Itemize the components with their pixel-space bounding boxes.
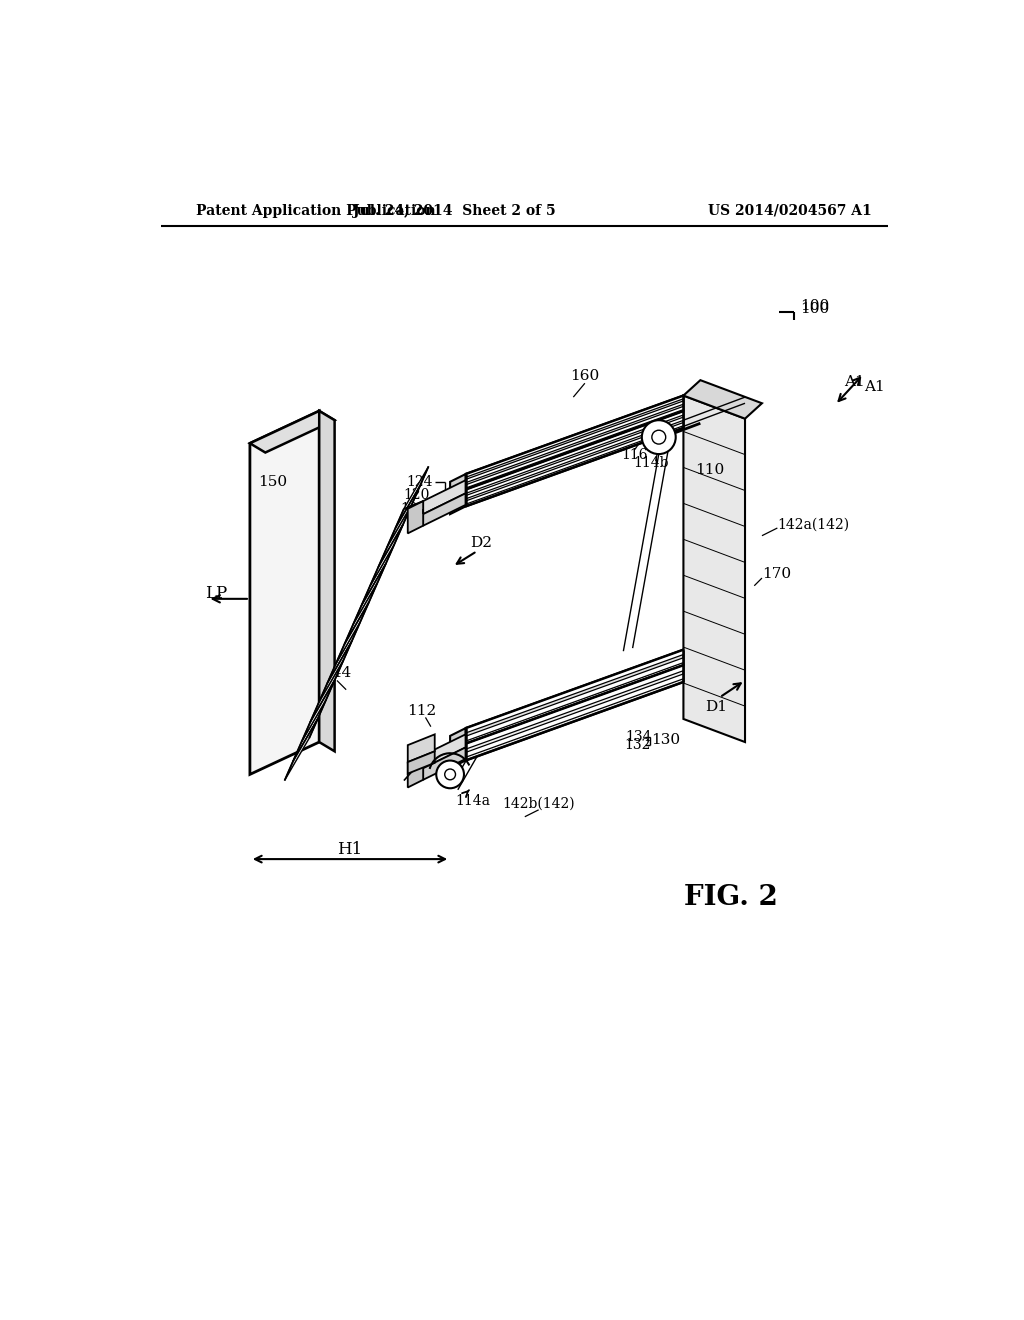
Text: FIG. 2: FIG. 2 — [684, 884, 778, 911]
Text: 122: 122 — [399, 502, 426, 516]
Text: 134: 134 — [626, 730, 652, 744]
Text: 120: 120 — [403, 488, 429, 502]
Text: 100: 100 — [801, 301, 829, 315]
Text: 112: 112 — [407, 705, 436, 718]
Text: 150: 150 — [258, 475, 288, 488]
Polygon shape — [250, 411, 335, 453]
Polygon shape — [370, 524, 403, 586]
Polygon shape — [352, 564, 386, 626]
Polygon shape — [683, 396, 745, 742]
Polygon shape — [387, 486, 420, 548]
Polygon shape — [408, 755, 423, 788]
Polygon shape — [395, 466, 429, 528]
Polygon shape — [466, 396, 683, 478]
Polygon shape — [408, 502, 423, 533]
Text: 116: 116 — [622, 447, 648, 462]
Text: 114b: 114b — [633, 457, 669, 470]
Polygon shape — [310, 660, 343, 722]
Polygon shape — [466, 411, 683, 507]
Polygon shape — [408, 734, 435, 762]
Text: 110: 110 — [695, 463, 724, 478]
Circle shape — [652, 430, 666, 444]
Polygon shape — [319, 411, 335, 751]
Polygon shape — [293, 700, 327, 762]
Polygon shape — [423, 494, 466, 525]
Text: H1: H1 — [337, 841, 362, 858]
Text: A1: A1 — [864, 380, 885, 395]
Text: 114a: 114a — [456, 793, 490, 808]
Polygon shape — [466, 649, 683, 743]
Polygon shape — [466, 412, 683, 494]
Circle shape — [436, 760, 464, 788]
Text: 142b(142): 142b(142) — [503, 797, 574, 810]
Polygon shape — [466, 665, 683, 760]
Polygon shape — [378, 506, 412, 568]
Polygon shape — [318, 642, 352, 702]
Polygon shape — [466, 407, 683, 488]
Polygon shape — [451, 729, 466, 768]
Text: 160: 160 — [570, 370, 599, 383]
Polygon shape — [423, 734, 466, 768]
Polygon shape — [423, 480, 466, 515]
Polygon shape — [250, 411, 319, 775]
Polygon shape — [466, 417, 683, 499]
Polygon shape — [344, 583, 378, 644]
Circle shape — [642, 420, 676, 454]
Text: A1: A1 — [844, 375, 864, 388]
Polygon shape — [285, 719, 317, 780]
Text: 100: 100 — [801, 300, 829, 313]
Polygon shape — [451, 474, 466, 515]
Polygon shape — [466, 649, 683, 733]
Text: LP: LP — [205, 585, 226, 602]
Text: US 2014/0204567 A1: US 2014/0204567 A1 — [708, 203, 871, 218]
Text: 130: 130 — [651, 733, 680, 747]
Polygon shape — [328, 622, 360, 684]
Polygon shape — [466, 401, 683, 483]
Polygon shape — [466, 422, 683, 504]
Text: D1: D1 — [705, 700, 727, 714]
Polygon shape — [302, 680, 335, 742]
Polygon shape — [466, 657, 683, 741]
Text: 124: 124 — [406, 475, 432, 488]
Polygon shape — [466, 675, 683, 758]
Text: 132: 132 — [624, 738, 650, 752]
Text: 144: 144 — [323, 665, 351, 680]
Polygon shape — [361, 544, 394, 606]
Text: R1: R1 — [407, 760, 428, 774]
Text: 170: 170 — [762, 568, 792, 581]
Polygon shape — [683, 380, 762, 418]
Polygon shape — [466, 665, 683, 750]
Text: 142a(142): 142a(142) — [777, 517, 850, 532]
Circle shape — [444, 770, 456, 780]
Text: Patent Application Publication: Patent Application Publication — [196, 203, 435, 218]
Text: D2: D2 — [470, 536, 492, 550]
Polygon shape — [466, 396, 683, 490]
Polygon shape — [408, 751, 435, 774]
Polygon shape — [423, 747, 466, 780]
Polygon shape — [336, 602, 369, 664]
Text: Jul. 24, 2014  Sheet 2 of 5: Jul. 24, 2014 Sheet 2 of 5 — [352, 203, 555, 218]
